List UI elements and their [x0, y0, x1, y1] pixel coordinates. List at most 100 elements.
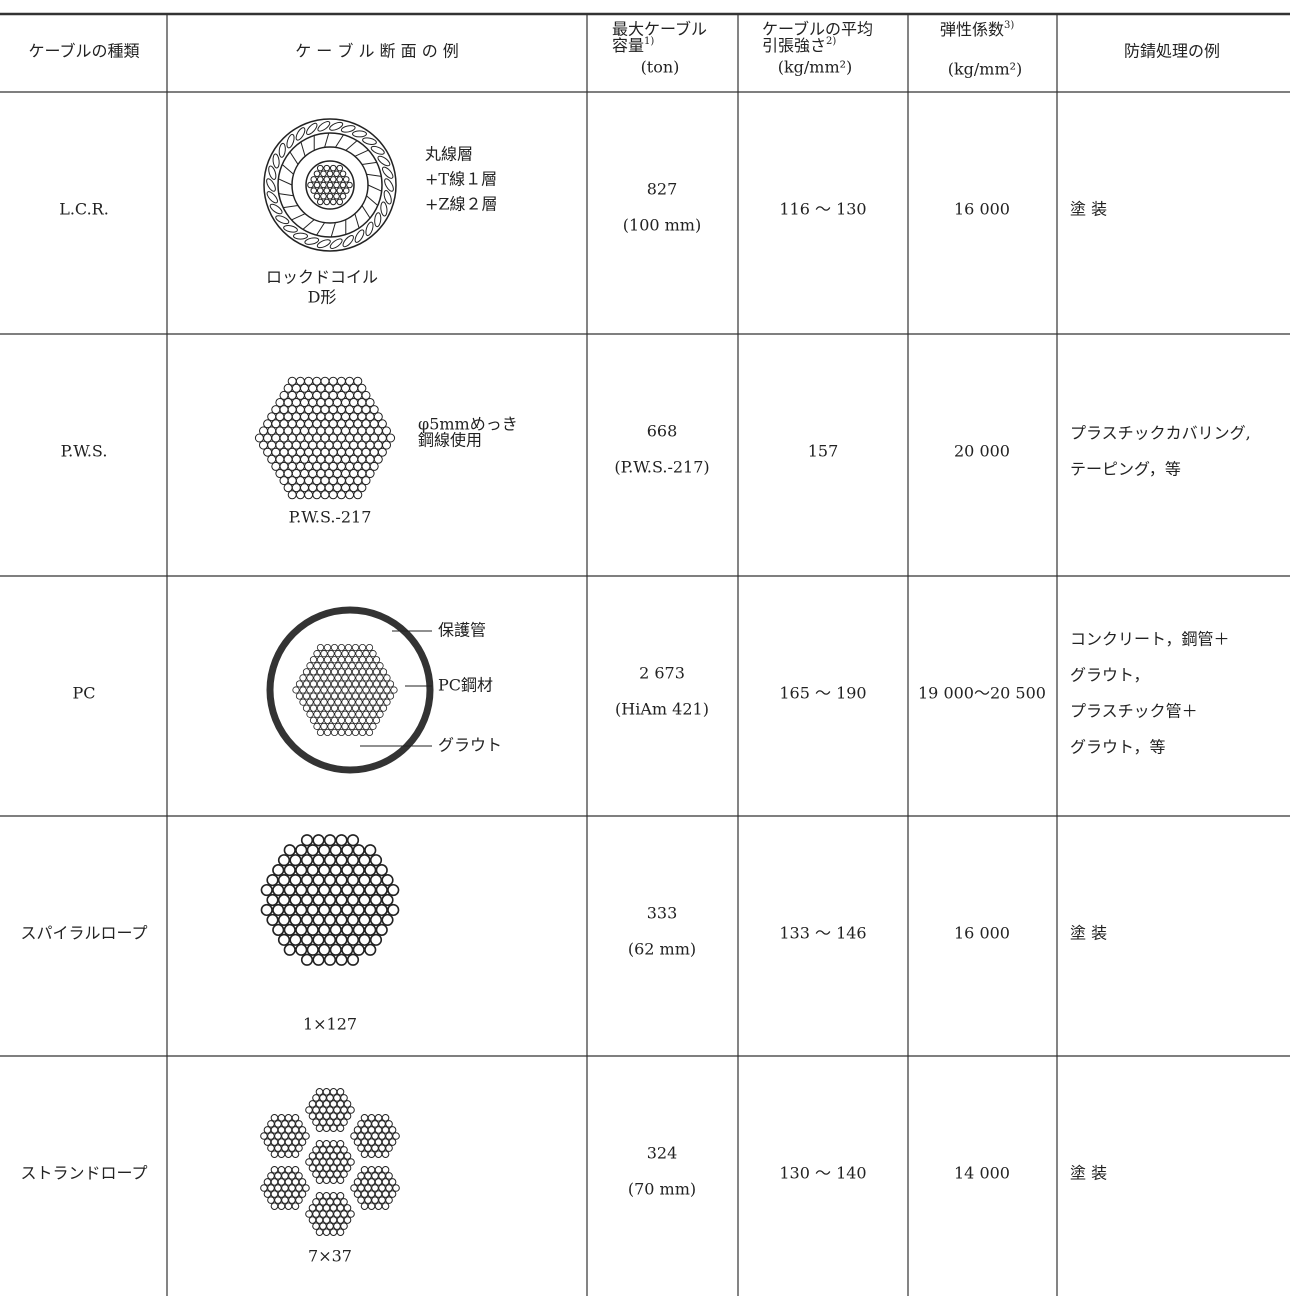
wire — [330, 704, 339, 712]
wire — [320, 170, 327, 178]
wire — [365, 680, 374, 688]
wire — [307, 181, 314, 189]
wire — [283, 903, 296, 917]
wire — [316, 692, 325, 700]
wire — [319, 1198, 327, 1206]
capacity: 668 — [647, 422, 678, 441]
wire — [323, 704, 332, 712]
wire — [364, 943, 377, 956]
wire — [295, 692, 304, 700]
wire — [365, 716, 374, 724]
wire — [315, 1152, 324, 1160]
wire — [379, 680, 388, 688]
z-wire — [342, 235, 354, 248]
wire — [291, 1138, 300, 1146]
wire — [318, 923, 331, 936]
wire — [369, 854, 383, 867]
wire — [277, 933, 291, 946]
wire — [358, 893, 371, 907]
wire — [298, 1138, 307, 1146]
wire — [333, 1118, 341, 1126]
header-cell: 防錆処理の例 — [1124, 42, 1220, 61]
wire — [284, 1114, 293, 1122]
modulus: 16 000 — [954, 924, 1010, 943]
wire — [326, 1094, 334, 1102]
wire — [330, 692, 339, 700]
wire — [320, 662, 328, 670]
wire — [299, 674, 307, 682]
wire — [374, 1126, 383, 1134]
wire — [362, 674, 370, 682]
protection: 塗 装 — [1070, 924, 1107, 943]
wire — [376, 662, 384, 670]
wire — [344, 643, 353, 652]
wire — [319, 1210, 327, 1218]
wire — [361, 476, 371, 486]
section-label: 保護管 — [438, 621, 486, 640]
t-wire — [278, 178, 293, 186]
wire — [353, 1190, 362, 1198]
wire — [347, 1158, 355, 1166]
z-wire — [317, 121, 331, 132]
wire — [302, 668, 311, 676]
wire — [322, 1112, 331, 1120]
wire — [272, 864, 285, 877]
wire — [300, 873, 314, 887]
wire — [358, 680, 367, 688]
z-wire — [316, 239, 331, 249]
wire — [360, 1178, 369, 1186]
wire — [312, 1118, 320, 1126]
wire — [310, 176, 318, 183]
wire — [372, 656, 381, 664]
wire — [353, 376, 363, 386]
wire — [329, 844, 342, 857]
wire — [369, 722, 377, 730]
wire — [270, 1190, 279, 1198]
wire — [367, 1138, 376, 1146]
wire — [305, 1210, 313, 1218]
wire — [341, 650, 349, 658]
wire — [346, 893, 360, 907]
wire — [376, 710, 384, 718]
wire — [334, 722, 342, 730]
wire — [358, 692, 367, 700]
wire — [346, 181, 353, 189]
wire — [289, 913, 302, 927]
wire — [372, 668, 381, 676]
wire — [342, 187, 350, 194]
wire — [358, 854, 371, 867]
wire — [313, 650, 321, 658]
wire — [323, 728, 332, 737]
wire — [365, 656, 374, 664]
wire — [337, 680, 346, 688]
capacity: (62 mm) — [628, 940, 696, 959]
wire — [343, 1100, 352, 1108]
wire — [323, 643, 332, 652]
wire — [277, 1150, 286, 1158]
wire — [351, 716, 360, 724]
wire — [352, 864, 365, 877]
wire — [323, 953, 337, 966]
wire — [336, 1228, 345, 1236]
z-wire — [362, 137, 377, 145]
wire — [382, 440, 391, 450]
wire — [320, 686, 328, 694]
wire — [300, 854, 314, 867]
wire — [365, 728, 374, 737]
wire — [329, 176, 337, 183]
wire — [329, 1100, 338, 1108]
wire — [378, 1120, 386, 1128]
wire — [302, 704, 311, 712]
capacity: 333 — [647, 904, 678, 923]
wire — [284, 1138, 293, 1146]
wire — [372, 704, 381, 712]
wire — [352, 844, 365, 857]
wire — [283, 844, 296, 857]
wire — [323, 668, 332, 676]
wire — [348, 662, 356, 670]
wire — [322, 1176, 331, 1184]
wire — [330, 716, 339, 724]
wire — [344, 668, 353, 676]
wire — [376, 698, 384, 706]
wire — [313, 170, 321, 178]
